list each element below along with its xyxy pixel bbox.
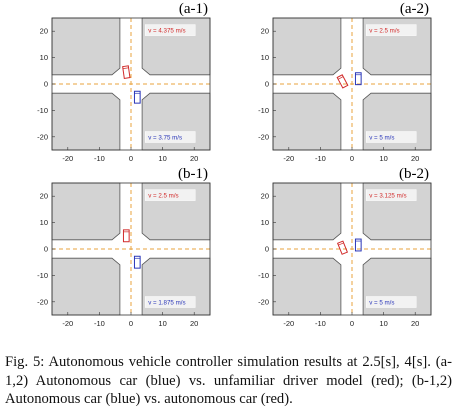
x-tick-label: -10 [315,154,326,163]
building-block [272,92,342,151]
red-car-front [338,242,344,246]
blue-speed-box [144,296,196,308]
red-car-body [336,74,349,89]
y-tick-label: -20 [258,132,269,141]
x-tick-label: 20 [190,319,198,328]
panel-b2: (b-2) -20 -10 0 10 20 20 10 0 -10 -20 v = 3.125 m/… [231,165,446,337]
blue-car-body [354,238,362,252]
panel-a1: (a-1) -20 -10 0 10 20 20 10 0 -10 -20 v = 4.375 m/… [10,0,225,172]
y-tick-label: 20 [40,27,48,36]
blue-speed-box [365,131,417,143]
blue-car [133,255,141,269]
panel-label: (a-2) [400,1,429,17]
blue-speed-label: v = 5 m/s [369,300,394,307]
red-car [336,240,349,255]
x-tick-label: -10 [94,154,105,163]
panel-a2: (a-2) -20 -10 0 10 20 20 10 0 -10 -20 v = 2.5 m/s v… [231,0,446,172]
x-tick-label: 20 [411,154,419,163]
x-tick-label: -10 [94,319,105,328]
blue-car-body [133,90,141,104]
building-block [272,17,342,76]
panel-b1: (b-1) -20 -10 0 10 20 20 10 0 -10 -20 v = 2.5 m/s v… [10,165,225,337]
blue-car [133,90,141,104]
x-tick-label: -20 [283,154,294,163]
building-block [272,257,342,316]
x-tick-label: 0 [129,319,133,328]
y-tick-label: 10 [261,53,269,62]
red-speed-box [144,24,196,36]
red-car-body [122,65,131,79]
red-car [336,74,349,89]
x-tick-label: 0 [350,319,354,328]
x-tick-label: 20 [411,319,419,328]
y-tick-label: 0 [44,245,48,254]
y-tick-label: 10 [40,218,48,227]
x-tick-label: 10 [379,154,387,163]
figure-caption: Fig. 5: Autonomous vehicle controller si… [5,354,452,407]
red-car [122,229,130,243]
x-tick-label: -20 [62,319,73,328]
red-speed-label: v = 2.5 m/s [369,28,399,35]
y-tick-label: 20 [261,192,269,201]
y-tick-label: 0 [265,245,269,254]
red-speed-box [365,24,417,36]
y-tick-label: -10 [258,271,269,280]
blue-speed-box [144,131,196,143]
blue-speed-label: v = 5 m/s [369,135,394,142]
y-tick-label: -10 [37,271,48,280]
building-block [51,92,121,151]
y-tick-label: 10 [40,53,48,62]
building-block [272,182,342,241]
red-car-front [337,76,344,80]
y-tick-label: -20 [37,297,48,306]
x-tick-label: 0 [129,154,133,163]
blue-car [354,72,362,86]
x-tick-label: 10 [379,319,387,328]
building-block [51,257,121,316]
y-tick-label: 0 [265,80,269,89]
x-tick-label: 0 [350,154,354,163]
x-tick-label: 10 [158,319,166,328]
blue-car-body [133,255,141,269]
y-tick-label: -10 [37,106,48,115]
intersection-plot: (b-2) -20 -10 0 10 20 20 10 0 -10 -20 v = 3.125 m/… [258,166,432,328]
y-tick-label: -20 [37,132,48,141]
y-tick-label: 20 [261,27,269,36]
intersection-plot: (a-2) -20 -10 0 10 20 20 10 0 -10 -20 v = 2.5 m/s v… [258,1,432,163]
blue-speed-box [365,296,417,308]
red-speed-label: v = 2.5 m/s [148,193,178,200]
intersection-plot: (b-1) -20 -10 0 10 20 20 10 0 -10 -20 v = 2.5 m/s v… [37,166,211,328]
x-tick-label: -20 [283,319,294,328]
x-tick-label: -10 [315,319,326,328]
red-car-body [336,240,349,255]
blue-speed-label: v = 3.75 m/s [148,135,182,142]
blue-car [354,238,362,252]
intersection-plot: (a-1) -20 -10 0 10 20 20 10 0 -10 -20 v = 4.375 m/… [37,1,211,163]
red-car-body [122,229,130,243]
panel-label: (b-1) [178,166,208,182]
y-tick-label: -10 [258,106,269,115]
red-car [122,65,131,79]
panel-label: (a-1) [179,1,208,17]
y-tick-label: 20 [40,192,48,201]
building-block [51,17,121,76]
red-car-front [122,67,129,69]
x-tick-label: 10 [158,154,166,163]
y-tick-label: -20 [258,297,269,306]
red-speed-label: v = 4.375 m/s [148,28,185,35]
building-block [51,182,121,241]
red-speed-box [365,189,417,201]
y-tick-label: 0 [44,80,48,89]
y-tick-label: 10 [261,218,269,227]
blue-speed-label: v = 1.875 m/s [148,300,185,307]
red-speed-box [144,189,196,201]
panel-label: (b-2) [399,166,429,182]
x-tick-label: 20 [190,154,198,163]
blue-car-body [354,72,362,86]
red-speed-label: v = 3.125 m/s [369,193,406,200]
x-tick-label: -20 [62,154,73,163]
